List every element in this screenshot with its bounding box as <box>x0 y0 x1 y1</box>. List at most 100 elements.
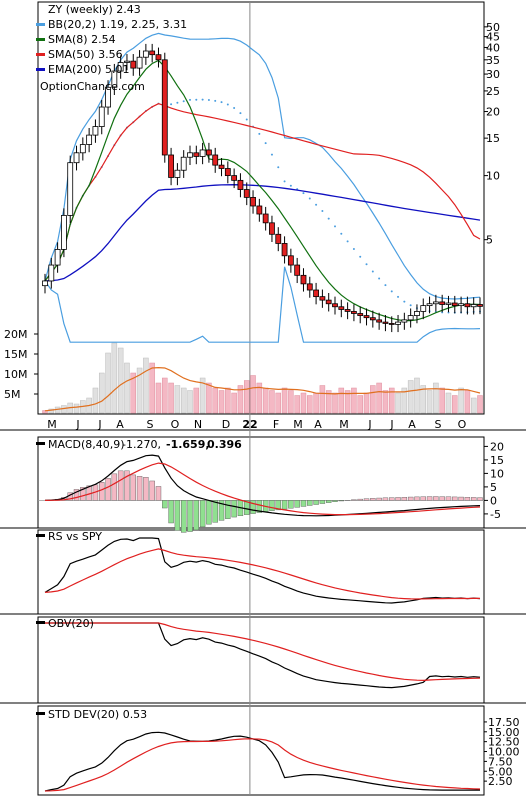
bollinger-middle-dot <box>340 232 343 235</box>
volume-bar <box>212 387 218 414</box>
macd-y-tick-label: 20 <box>490 440 504 453</box>
candle-body <box>382 321 389 324</box>
macd-signal-line <box>44 462 481 516</box>
stddev-y-tick-label: 5.00 <box>488 765 513 778</box>
x-axis-label: S <box>435 418 442 431</box>
rs-legend-entry: RS vs SPY <box>48 530 102 543</box>
legend-swatch <box>36 442 45 445</box>
bollinger-middle-dot <box>334 225 336 228</box>
candle-body <box>187 152 193 158</box>
x-axis-label: A <box>116 418 124 431</box>
macd-histogram-bar <box>155 486 162 501</box>
legend-entry: SMA(50) 3.56 <box>48 48 123 61</box>
bollinger-middle-dot <box>359 255 362 258</box>
bollinger-middle-dot <box>403 300 406 303</box>
x-axis-label: A <box>314 418 322 431</box>
volume-bar <box>313 392 319 414</box>
volume-bar <box>357 395 363 414</box>
stddev-panel-frame <box>37 705 485 796</box>
bollinger-middle-dot <box>239 112 242 115</box>
macd-histogram-bar <box>130 474 136 501</box>
volume-bar <box>445 392 452 414</box>
rs-panel-frame <box>37 529 485 615</box>
candle-body <box>231 175 238 181</box>
volume-bar <box>92 387 99 414</box>
volume-bar <box>130 372 137 414</box>
x-axis-label: J <box>75 418 79 431</box>
volume-bar <box>73 403 80 414</box>
candle-body <box>369 317 376 321</box>
volume-y-tick-label: 15M <box>4 348 28 361</box>
volume-bar <box>143 357 149 414</box>
candle-body <box>325 299 332 305</box>
candle-body <box>98 106 105 127</box>
bollinger-middle-dot <box>346 240 349 243</box>
volume-bar <box>174 385 181 414</box>
macd-histogram-bar <box>307 500 313 506</box>
bollinger-middle-dot <box>226 103 229 106</box>
macd-histogram-bar <box>168 500 174 524</box>
volume-bar <box>275 392 282 414</box>
candle-body <box>363 315 370 319</box>
candle-body <box>332 303 338 308</box>
volume-bar <box>117 347 124 414</box>
bollinger-middle-dot <box>352 247 355 250</box>
stddev-y-tick-label: 17.50 <box>488 716 520 729</box>
candle-body <box>161 59 168 156</box>
macd-histogram-bar <box>225 500 231 519</box>
macd-histogram-bar <box>281 500 288 510</box>
x-axis-label: J <box>367 418 371 431</box>
volume-bar <box>124 362 130 414</box>
sma50-line <box>44 103 481 282</box>
macd-legend-entry: 0.396 <box>207 438 242 451</box>
candle-body <box>199 149 206 157</box>
x-axis-label: J <box>389 418 393 431</box>
bollinger-middle-dot <box>277 166 280 169</box>
bollinger-middle-dot <box>270 153 273 156</box>
macd-histogram-bar <box>332 500 338 502</box>
price-y-tick-label: 30 <box>486 68 500 81</box>
price-y-tick-label: 10 <box>486 170 500 183</box>
volume-bar <box>187 390 193 414</box>
candle-body <box>313 289 319 298</box>
x-axis-label: O <box>458 418 467 431</box>
volume-bar <box>218 390 225 414</box>
macd-histogram-bar <box>288 500 294 509</box>
candle-body <box>426 303 433 307</box>
stddev-average-line <box>44 738 481 792</box>
macd-histogram-bar <box>464 497 471 501</box>
x-axis-label: N <box>194 418 202 431</box>
volume-bar <box>288 390 294 414</box>
macd-histogram-bar <box>477 497 483 501</box>
candle-body <box>294 264 301 276</box>
macd-y-tick-label: 10 <box>490 467 504 480</box>
candle-body <box>319 296 326 301</box>
bollinger-middle-dot <box>220 101 223 104</box>
x-axis-label: 22 <box>242 418 257 431</box>
volume-bar <box>162 377 168 414</box>
candle-body <box>218 164 225 169</box>
macd-histogram-bar <box>256 500 263 513</box>
bollinger-middle-dot <box>258 132 261 135</box>
macd-histogram-bar <box>275 500 281 511</box>
macd-histogram-bar <box>149 480 155 501</box>
macd-histogram-bar <box>433 496 439 501</box>
candle-body <box>206 149 212 156</box>
x-axis-label: A <box>408 418 416 431</box>
volume-bar <box>155 382 162 414</box>
candle-body <box>86 134 93 145</box>
bollinger-middle-dot <box>397 295 400 298</box>
macd-histogram-bar <box>105 478 111 501</box>
volume-bar <box>256 382 263 414</box>
price-y-tick-label: 40 <box>486 41 500 54</box>
volume-bar <box>300 392 307 414</box>
price-y-tick-label: 5 <box>486 234 493 247</box>
legend-swatch <box>36 712 45 715</box>
volume-bar <box>250 375 256 414</box>
volume-bar <box>433 382 439 414</box>
macd-histogram-bar <box>363 498 370 501</box>
candle-body <box>243 189 250 198</box>
volume-bar <box>344 390 351 414</box>
macd-y-tick-label: 15 <box>490 454 504 467</box>
volume-bar <box>407 380 414 414</box>
